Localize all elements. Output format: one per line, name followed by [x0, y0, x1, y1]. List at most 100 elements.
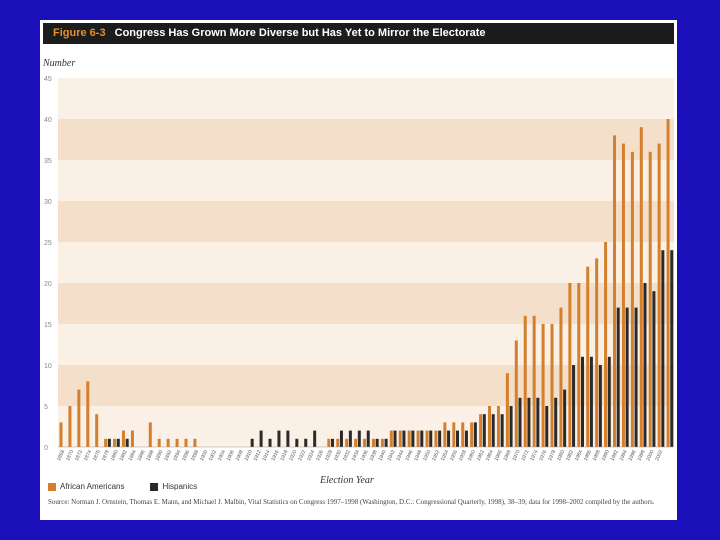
bar-hispanics	[536, 397, 540, 447]
x-tick-label: 1942	[386, 449, 396, 462]
y-tick-label: 15	[44, 322, 52, 329]
x-tick-label: 1874	[83, 449, 93, 462]
x-tick-label: 1996	[627, 449, 637, 462]
x-tick-label: 1878	[101, 449, 111, 462]
x-tick-label: 1956	[449, 449, 459, 462]
x-tick-label: 1930	[333, 449, 343, 462]
x-tick-label: 1886	[136, 449, 146, 462]
x-tick-label: 1888	[145, 449, 155, 462]
bar-african-americans	[470, 422, 474, 447]
bar-hispanics	[429, 430, 433, 447]
x-tick-label: 1898	[190, 449, 200, 462]
x-tick-label: 1936	[360, 449, 370, 462]
x-tick-label: 1932	[342, 449, 352, 462]
bar-hispanics	[473, 422, 477, 447]
bar-african-americans	[666, 119, 670, 447]
x-tick-label: 1940	[378, 449, 388, 462]
x-tick-label: 1918	[279, 449, 289, 462]
bar-hispanics	[420, 430, 424, 447]
bar-african-americans	[604, 242, 608, 447]
bar-hispanics	[634, 307, 638, 447]
bar-hispanics	[286, 430, 290, 447]
bar-african-americans	[327, 438, 331, 447]
bar-african-americans	[577, 283, 581, 447]
x-tick-label: 1998	[636, 449, 646, 462]
bar-african-americans	[113, 438, 117, 447]
bar-hispanics	[518, 397, 522, 447]
bar-african-americans	[407, 430, 411, 447]
bar-hispanics	[268, 438, 272, 447]
bar-african-americans	[398, 430, 402, 447]
bar-african-americans	[657, 143, 661, 447]
bar-hispanics	[563, 389, 567, 447]
x-tick-label: 1882	[119, 449, 129, 462]
grid-band	[58, 119, 674, 160]
x-tick-label: 2000	[645, 449, 655, 462]
bar-hispanics	[277, 430, 281, 447]
figure-panel: Figure 6-3 Congress Has Grown More Diver…	[40, 20, 677, 520]
legend-swatch-hispanics	[150, 482, 159, 491]
x-tick-label: 1868	[56, 449, 66, 462]
grid-band	[58, 201, 674, 242]
bar-african-americans	[121, 430, 125, 447]
figure-title-bar: Figure 6-3 Congress Has Grown More Diver…	[43, 23, 674, 44]
bar-african-americans	[595, 258, 599, 447]
x-tick-label: 2002	[654, 449, 664, 462]
bar-hispanics	[366, 430, 370, 447]
x-tick-label: 1984	[574, 449, 584, 462]
bar-african-americans	[550, 324, 554, 447]
bar-hispanics	[357, 430, 361, 447]
bar-hispanics	[545, 406, 549, 447]
bar-african-americans	[104, 438, 108, 447]
y-tick-label: 25	[44, 240, 52, 247]
bar-hispanics	[500, 414, 504, 447]
source-note: Source: Norman J. Ornstein, Thomas E. Ma…	[48, 498, 655, 506]
x-tick-label: 1912	[253, 449, 263, 462]
legend-item-african-americans: African Americans	[48, 482, 124, 491]
x-tick-label: 1876	[92, 449, 102, 462]
bar-african-americans	[434, 430, 438, 447]
grid-band	[58, 283, 674, 324]
bar-hispanics	[125, 438, 129, 447]
x-tick-label: 1900	[199, 449, 209, 462]
bar-african-americans	[77, 389, 81, 447]
bar-african-americans	[59, 422, 63, 447]
bar-hispanics	[670, 250, 674, 447]
bar-hispanics	[259, 430, 263, 447]
bar-hispanics	[250, 438, 254, 447]
x-tick-label: 1980	[556, 449, 566, 462]
x-tick-label: 1972	[520, 449, 530, 462]
x-tick-label: 1924	[306, 449, 316, 462]
bar-hispanics	[313, 430, 317, 447]
bar-african-americans	[389, 430, 393, 447]
bar-african-americans	[461, 422, 465, 447]
bar-hispanics	[107, 438, 111, 447]
x-tick-label: 1870	[65, 449, 75, 462]
x-tick-label: 1908	[235, 449, 245, 462]
y-tick-label: 0	[44, 445, 48, 452]
bar-african-americans	[523, 315, 527, 447]
bar-african-americans	[568, 283, 572, 447]
bar-hispanics	[116, 438, 120, 447]
bar-hispanics	[607, 356, 611, 447]
bar-african-americans	[130, 430, 134, 447]
bar-hispanics	[456, 430, 460, 447]
x-tick-label: 1872	[74, 449, 84, 462]
grid-band	[58, 160, 674, 201]
bar-hispanics	[482, 414, 486, 447]
bar-african-americans	[452, 422, 456, 447]
x-tick-label: 1894	[172, 449, 182, 462]
bar-hispanics	[589, 356, 593, 447]
bar-hispanics	[375, 438, 379, 447]
bar-african-americans	[639, 127, 643, 447]
x-tick-label: 1916	[270, 449, 280, 462]
x-tick-label: 1896	[181, 449, 191, 462]
x-tick-label: 1948	[413, 449, 423, 462]
x-tick-label: 1910	[244, 449, 254, 462]
bar-hispanics	[527, 397, 531, 447]
x-tick-label: 1946	[404, 449, 414, 462]
bar-african-americans	[148, 422, 152, 447]
bar-hispanics	[411, 430, 415, 447]
x-tick-label: 1978	[547, 449, 557, 462]
x-tick-label: 1934	[351, 449, 361, 462]
